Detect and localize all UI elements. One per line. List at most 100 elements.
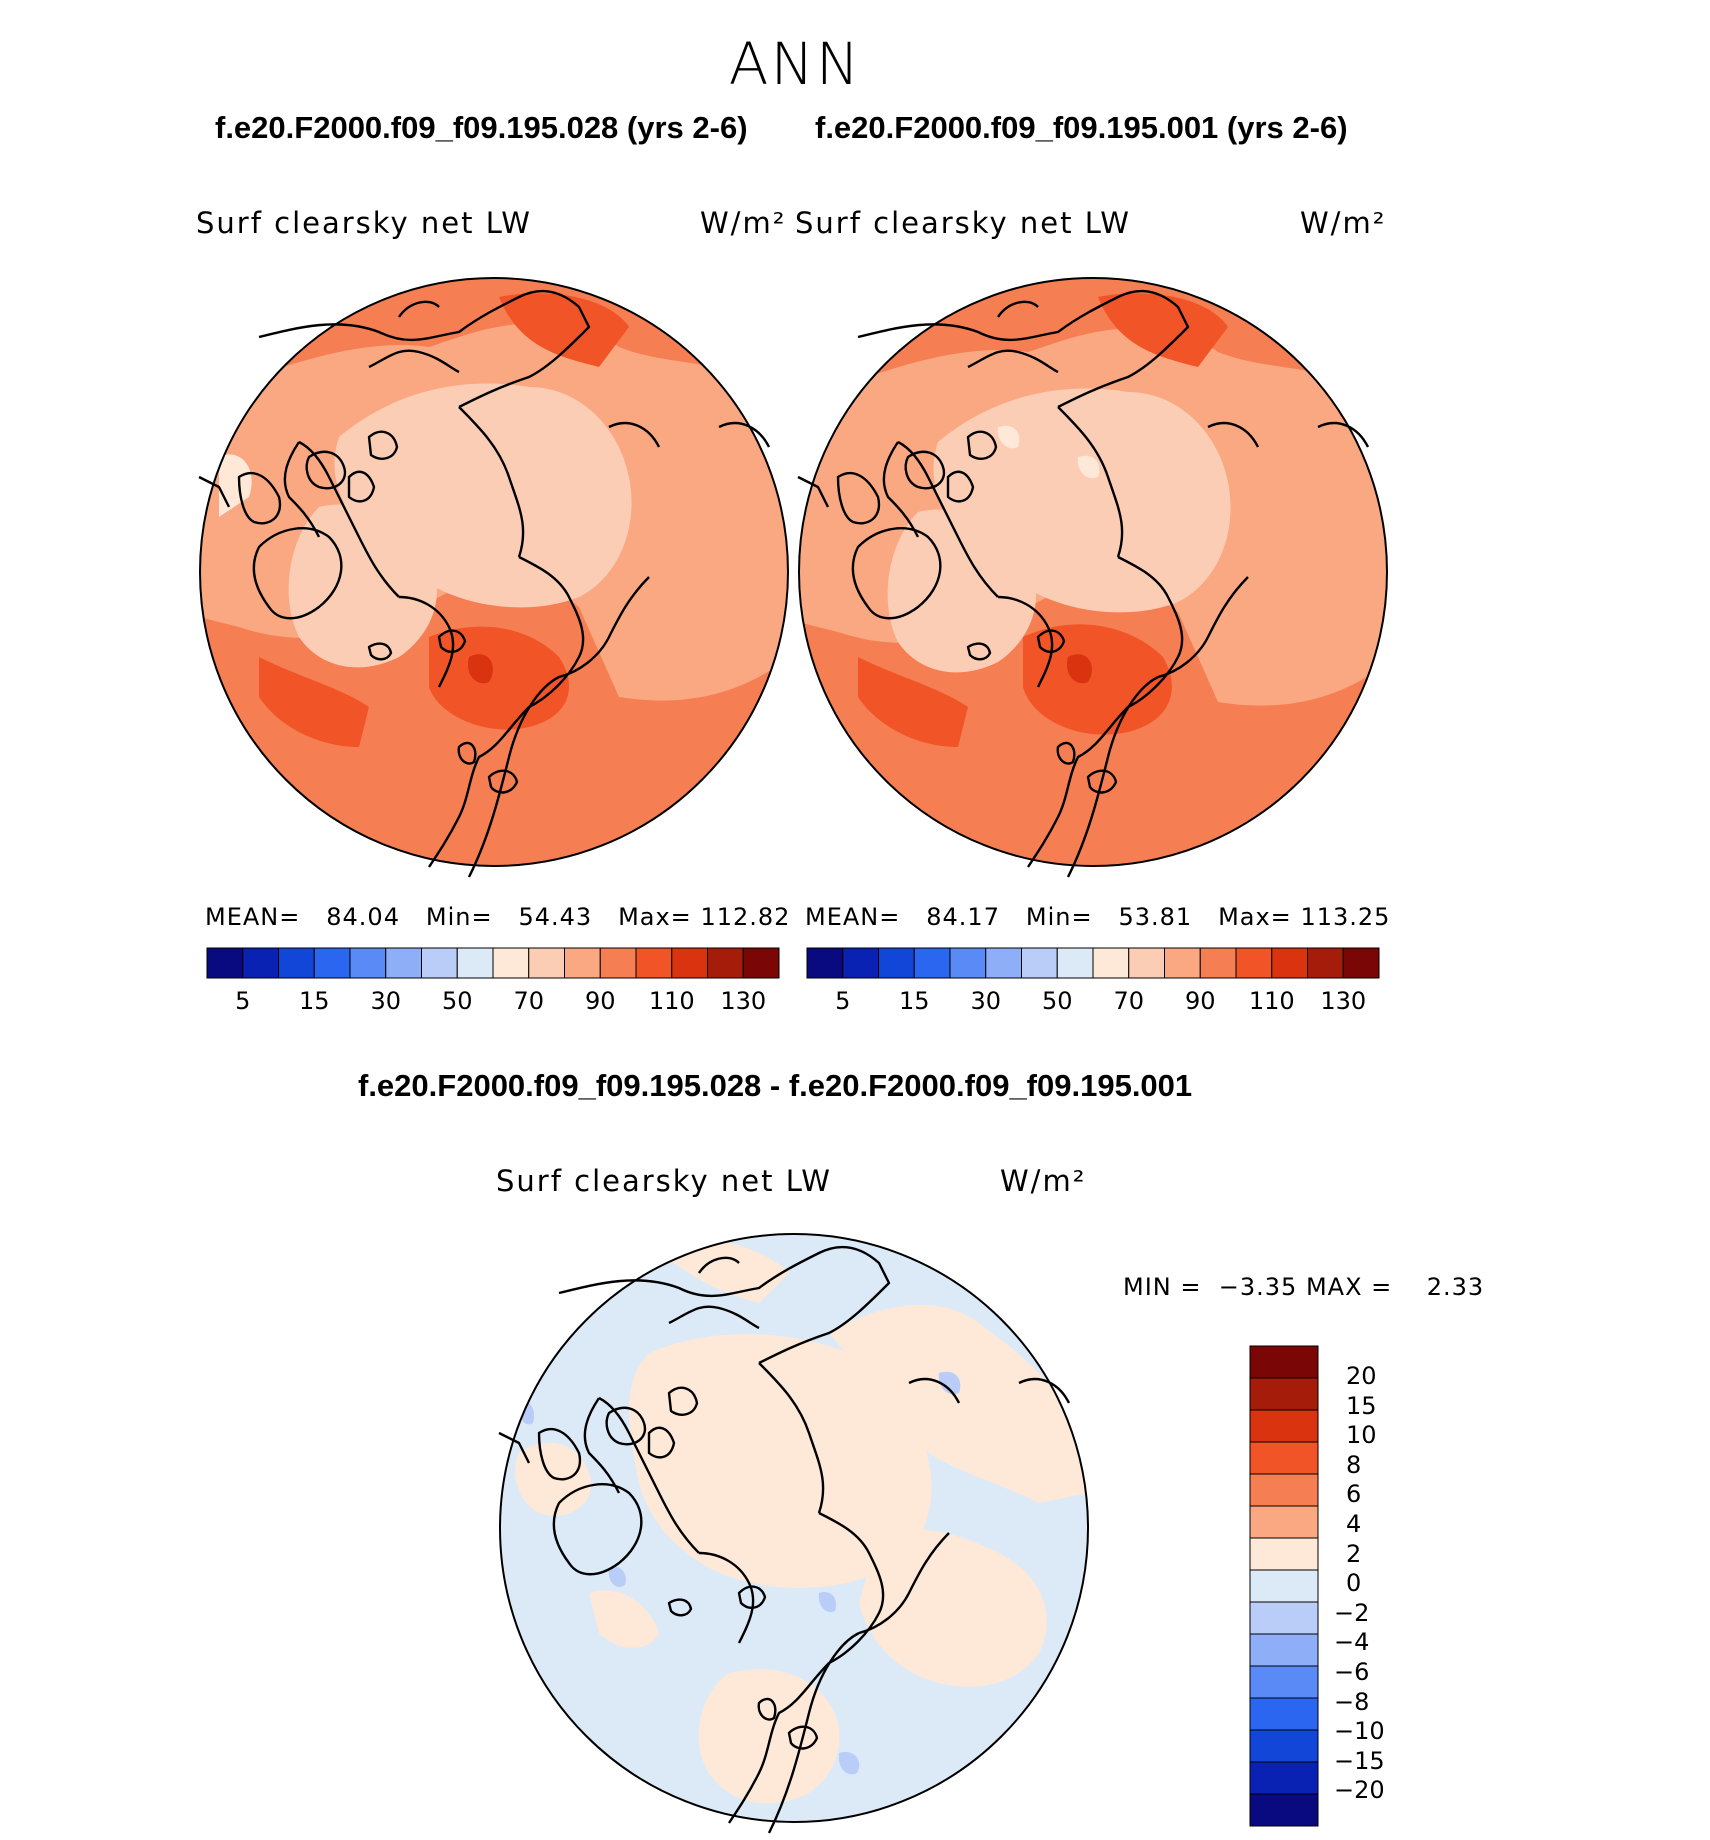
colorbar-tick-label: 6 — [1346, 1480, 1362, 1509]
colorbar-swatch — [913, 947, 951, 979]
colorbar-swatch — [1128, 947, 1165, 979]
colorbar-tick-label: 20 — [1346, 1362, 1377, 1390]
colorbar-swatch — [1307, 947, 1344, 979]
panel-right-field-label: Surf clearsky net LW — [795, 206, 1131, 240]
colorbar-diff-labels: 20 15 10 8 6 4 2 0 −2 −4 −6 −8 −10 −15 −20 — [1334, 1346, 1454, 1826]
diff-title: f.e20.F2000.f09_f09.195.028 - f.e20.F200… — [358, 1068, 1193, 1103]
colorbar-swatch — [1092, 947, 1130, 979]
colorbar-tick-label: 30 — [970, 987, 1002, 1015]
colorbar-tick-label: 110 — [1248, 987, 1295, 1015]
colorbar-swatch — [985, 947, 1022, 979]
colorbar-tick-label: 5 — [235, 987, 251, 1015]
colorbar-left — [206, 947, 780, 979]
colorbar-swatch — [1249, 1633, 1319, 1667]
colorbar-swatch — [492, 947, 530, 979]
map-right-coastlines — [797, 289, 1370, 878]
colorbar-tick-label: 2 — [1346, 1539, 1362, 1568]
diff-units: W/m² — [1000, 1164, 1087, 1198]
max-value: 113.25 — [1300, 903, 1391, 931]
season-title: ANN — [728, 30, 862, 98]
colorbar-swatch — [1249, 1793, 1319, 1827]
map-right-fill — [799, 278, 1387, 866]
colorbar-tick-label: 15 — [298, 987, 330, 1015]
colorbar-left-labels: 5 15 30 50 70 90 110 130 — [207, 987, 779, 1017]
colorbar-swatch — [1164, 947, 1201, 979]
colorbar-right-labels: 5 15 30 50 70 90 110 130 — [807, 987, 1379, 1017]
colorbar-tick-label: −6 — [1334, 1658, 1370, 1686]
colorbar-swatch — [707, 947, 744, 979]
map-left-fill — [200, 278, 788, 866]
colorbar-swatch — [635, 947, 673, 979]
colorbar-swatch — [1342, 947, 1380, 979]
colorbar-tick-label: −8 — [1334, 1687, 1370, 1716]
colorbar-swatch — [1249, 1569, 1319, 1603]
panel-right-stats: MEAN= 84.17 Min= 53.81 Max= 113.25 — [805, 903, 1390, 931]
colorbar-tick-label: 15 — [1346, 1391, 1377, 1420]
colorbar-tick-label: −10 — [1334, 1717, 1385, 1746]
map-diff-fill — [500, 1234, 1088, 1822]
colorbar-swatch — [1249, 1505, 1319, 1539]
panel-right-units: W/m² — [1300, 206, 1387, 240]
colorbar-swatch — [456, 947, 494, 979]
colorbar-diff — [1249, 1345, 1319, 1827]
colorbar-swatch — [206, 947, 244, 979]
case-title-right: f.e20.F2000.f09_f09.195.001 (yrs 2-6) — [815, 110, 1348, 145]
colorbar-swatch — [671, 947, 708, 979]
colorbar-swatch — [1249, 1377, 1319, 1411]
map-diff — [498, 1233, 1089, 1834]
diff-field-label: Surf clearsky net LW — [496, 1164, 832, 1198]
panel-left-field-label: Surf clearsky net LW — [196, 206, 532, 240]
colorbar-right — [806, 947, 1380, 979]
map-right — [797, 277, 1388, 878]
colorbar-swatch — [1235, 947, 1273, 979]
colorbar-swatch — [1249, 1409, 1319, 1443]
colorbar-swatch — [564, 947, 601, 979]
mean-label: MEAN= — [205, 903, 301, 931]
colorbar-swatch — [1249, 1697, 1319, 1731]
diff-max-label: MAX = — [1305, 1273, 1393, 1301]
colorbar-tick-label: −2 — [1334, 1598, 1370, 1627]
min-label: Min= — [425, 903, 493, 931]
colorbar-swatch — [1249, 1729, 1319, 1763]
colorbar-swatch — [878, 947, 915, 979]
colorbar-swatch — [842, 947, 879, 979]
colorbar-tick-label: −20 — [1334, 1776, 1385, 1805]
colorbar-swatch — [949, 947, 987, 979]
colorbar-tick-label: 5 — [835, 987, 851, 1015]
colorbar-swatch — [1271, 947, 1308, 979]
min-value: 54.43 — [518, 903, 593, 931]
colorbar-swatch — [1199, 947, 1237, 979]
colorbar-swatch — [1249, 1665, 1319, 1699]
colorbar-tick-label: 50 — [441, 987, 473, 1015]
mean-value: 84.04 — [326, 903, 400, 931]
colorbar-swatch — [1249, 1761, 1319, 1795]
colorbar-swatch — [349, 947, 387, 979]
mean-value: 84.17 — [926, 903, 1000, 931]
max-value: 112.82 — [700, 903, 791, 931]
max-label: Max= — [1218, 903, 1292, 931]
diff-min-label: MIN = — [1123, 1273, 1202, 1301]
colorbar-tick-label: 50 — [1041, 987, 1073, 1015]
case-title-left: f.e20.F2000.f09_f09.195.028 (yrs 2-6) — [215, 110, 748, 145]
colorbar-tick-label: −15 — [1334, 1746, 1385, 1775]
max-label: Max= — [618, 903, 692, 931]
colorbar-tick-label: 90 — [584, 987, 616, 1015]
colorbar-swatch — [1249, 1473, 1319, 1507]
colorbar-tick-label: 10 — [1346, 1421, 1377, 1450]
panel-left-stats: MEAN= 84.04 Min= 54.43 Max= 112.82 — [205, 903, 790, 931]
colorbar-tick-label: 110 — [648, 987, 695, 1015]
diff-max-value: 2.33 — [1426, 1273, 1485, 1301]
panel-left-units: W/m² — [700, 206, 787, 240]
diff-stats: MIN = −3.35 MAX = 2.33 — [1123, 1273, 1484, 1301]
colorbar-swatch — [806, 947, 844, 979]
colorbar-swatch — [599, 947, 637, 979]
colorbar-tick-label: 90 — [1184, 987, 1216, 1015]
colorbar-tick-label: 0 — [1346, 1569, 1362, 1598]
colorbar-swatch — [313, 947, 351, 979]
colorbar-tick-label: 130 — [1320, 987, 1367, 1015]
min-value: 53.81 — [1118, 903, 1193, 931]
min-label: Min= — [1025, 903, 1093, 931]
colorbar-swatch — [1056, 947, 1094, 979]
colorbar-tick-label: 30 — [370, 987, 402, 1015]
colorbar-swatch — [1249, 1537, 1319, 1571]
